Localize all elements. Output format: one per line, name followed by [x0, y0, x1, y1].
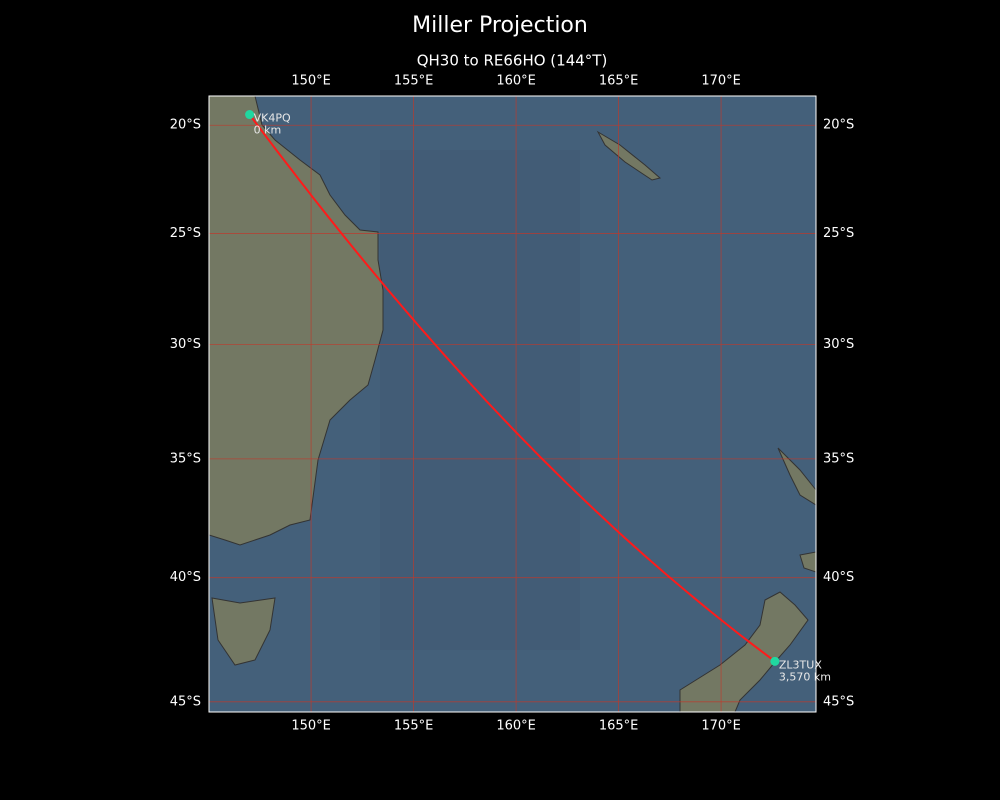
overlay: 150°E 150°E 155°E 155°E 160°E 160°E 165°E 165°E…: [170, 74, 855, 734]
station-marker: [770, 656, 780, 666]
lat-tick-label: 40°S: [170, 570, 201, 585]
station-distance: 0 km: [254, 124, 282, 137]
new-zealand: [679, 591, 809, 712]
lon-tick-label: 150°E: [291, 719, 331, 734]
graticule: [209, 96, 816, 712]
lon-tick-label: 165°E: [599, 74, 639, 89]
title: Miller Projection: [412, 13, 588, 38]
subtitle: QH30 to RE66HO (144°T): [417, 52, 608, 70]
map-frame: [208, 95, 817, 713]
lat-tick-label: 35°S: [823, 451, 854, 466]
lat-tick-label: 30°S: [170, 337, 201, 352]
lat-tick-label: 20°S: [170, 118, 201, 133]
station-label: ZL3TUX: [779, 658, 822, 671]
lon-tick-label: 155°E: [394, 74, 434, 89]
lon-tick-label: 165°E: [599, 719, 639, 734]
north-island: [777, 447, 816, 506]
tasmania: [211, 597, 276, 666]
lat-tick-label: 20°S: [823, 118, 854, 133]
deep-ocean: [380, 150, 580, 650]
lat-tick-label: 30°S: [823, 337, 854, 352]
new-caledonia: [596, 130, 662, 181]
lat-tick-label: 25°S: [170, 226, 201, 241]
lon-tick-label: 160°E: [496, 74, 536, 89]
lat-tick-label: 40°S: [823, 570, 854, 585]
lon-tick-label: 170°E: [701, 74, 741, 89]
great-circle-path: [248, 114, 776, 663]
lat-tick-label: 45°S: [823, 694, 854, 709]
lat-tick-label: 35°S: [170, 451, 201, 466]
lon-tick-label: 150°E: [291, 74, 331, 89]
station-label: VK4PQ: [254, 112, 291, 125]
islet: [799, 551, 816, 573]
station-distance: 3,570 km: [779, 670, 831, 683]
lon-tick-label: 155°E: [394, 719, 434, 734]
lon-tick-label: 160°E: [496, 719, 536, 734]
lat-tick-label: 25°S: [823, 226, 854, 241]
australia: [209, 96, 384, 546]
map-background: [209, 96, 816, 712]
lon-tick-label: 170°E: [701, 719, 741, 734]
lat-tick-label: 45°S: [170, 694, 201, 709]
station-marker: [245, 110, 255, 120]
